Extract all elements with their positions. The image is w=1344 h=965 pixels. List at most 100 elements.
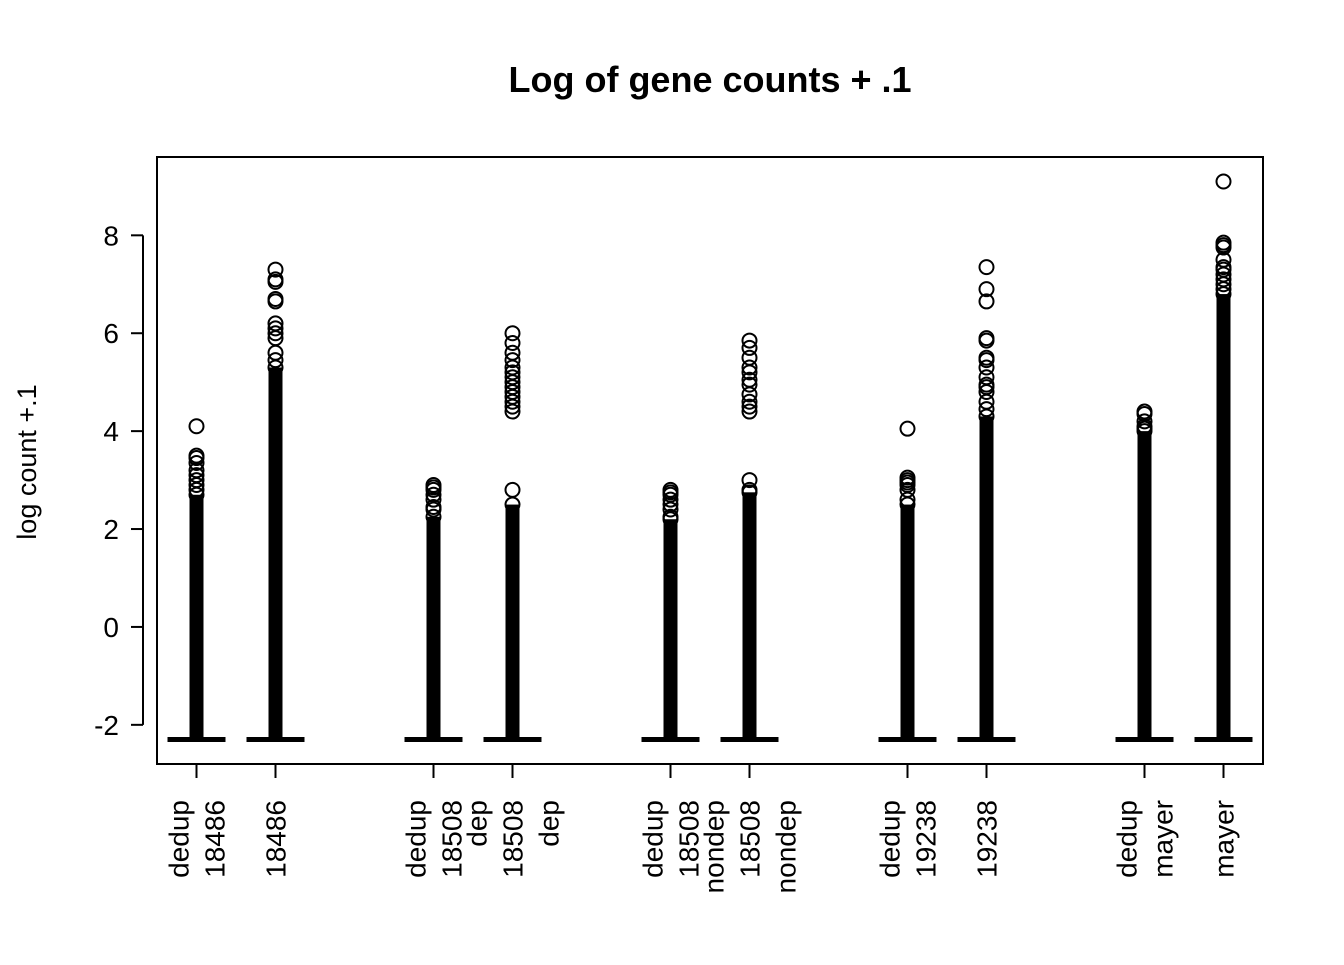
x-tick-label: mayer <box>1209 800 1240 878</box>
outlier-point <box>504 325 521 342</box>
outlier-column <box>1137 431 1152 742</box>
y-tick-label: 4 <box>103 416 119 447</box>
x-tick-label: 19238 <box>972 800 1003 878</box>
outlier-column <box>663 519 678 742</box>
outlier-point <box>267 273 284 290</box>
outlier-point <box>504 496 521 513</box>
outlier-point <box>504 481 521 498</box>
outlier-point <box>899 491 916 508</box>
boxplot-series <box>167 173 1253 743</box>
y-tick-label: -2 <box>94 710 119 741</box>
outlier-point <box>978 401 995 418</box>
outlier-point <box>741 393 758 410</box>
outlier-point <box>741 386 758 403</box>
outlier-point <box>978 332 995 349</box>
outlier-point <box>425 481 442 498</box>
outlier-point <box>978 259 995 276</box>
outlier-point <box>899 496 916 513</box>
box-group <box>167 418 226 743</box>
outlier-point <box>425 491 442 508</box>
outlier-point <box>741 398 758 415</box>
outlier-point <box>425 508 442 525</box>
box-group <box>1194 173 1253 743</box>
outlier-point <box>504 393 521 410</box>
outlier-point <box>662 501 679 518</box>
outlier-point <box>741 484 758 501</box>
box-group <box>641 481 700 743</box>
box-group <box>1115 403 1174 743</box>
y-tick-label: 8 <box>103 220 119 251</box>
y-axis: -2 0 2 4 6 8 <box>94 220 144 741</box>
outlier-point <box>978 352 995 369</box>
outlier-column <box>505 504 520 742</box>
outlier-point <box>188 486 205 503</box>
outlier-point <box>1215 286 1232 303</box>
x-tick-label: 18508 <box>437 800 468 878</box>
plot-frame <box>156 156 1264 765</box>
outlier-point <box>899 420 916 437</box>
outlier-column <box>268 367 283 742</box>
outlier-point <box>741 364 758 381</box>
outlier-column <box>742 492 757 742</box>
outlier-column <box>979 416 994 742</box>
box-group <box>246 261 305 743</box>
outlier-point <box>267 320 284 337</box>
outlier-point <box>662 511 679 528</box>
outlier-point <box>1136 423 1153 440</box>
outlier-point <box>741 376 758 393</box>
y-tick-label: 2 <box>103 514 119 545</box>
outlier-point <box>978 281 995 298</box>
outlier-column <box>426 516 441 742</box>
outlier-point <box>1136 413 1153 430</box>
outlier-point <box>978 293 995 310</box>
outlier-point <box>504 398 521 415</box>
x-tick-label: mayer <box>1148 800 1179 878</box>
outlier-column <box>189 494 204 742</box>
x-tick-label: dedup <box>164 800 195 878</box>
outlier-column <box>900 504 915 742</box>
outlier-point <box>188 481 205 498</box>
outlier-point <box>267 293 284 310</box>
outlier-point <box>267 352 284 369</box>
outlier-point <box>978 383 995 400</box>
x-tick-label: 18508 <box>735 800 766 878</box>
outlier-point <box>188 476 205 493</box>
outlier-point <box>1215 281 1232 298</box>
y-axis-label: log count +.1 <box>12 384 42 539</box>
outlier-point <box>1215 173 1232 190</box>
outlier-point <box>1215 239 1232 256</box>
outlier-point <box>741 339 758 356</box>
x-tick-label: 18508 <box>498 800 529 878</box>
y-tick-label: 0 <box>103 612 119 643</box>
x-tick-label: 18486 <box>200 800 231 878</box>
box-group <box>404 476 463 743</box>
outlier-column <box>1216 294 1231 742</box>
outlier-point <box>741 359 758 376</box>
outlier-point <box>267 261 284 278</box>
outlier-point <box>741 332 758 349</box>
x-tick-label: nondep <box>771 800 802 893</box>
outlier-point <box>978 408 995 425</box>
x-tick-label: 18486 <box>261 800 292 878</box>
outlier-point <box>188 418 205 435</box>
outlier-point <box>978 359 995 376</box>
x-tick-label: nondep <box>699 800 730 893</box>
outlier-point <box>662 491 679 508</box>
outlier-point <box>1215 276 1232 293</box>
x-tick-label: dedup <box>1112 800 1143 878</box>
box-group <box>720 332 779 743</box>
x-tick-label: 19238 <box>911 800 942 878</box>
outlier-point <box>741 472 758 489</box>
x-tick-label: dedup <box>401 800 432 878</box>
outlier-point <box>504 335 521 352</box>
x-tick-label: dedup <box>638 800 669 878</box>
chart-title: Log of gene counts + .1 <box>508 59 911 100</box>
x-tick-label: dep <box>462 800 493 847</box>
outlier-point <box>267 325 284 342</box>
y-tick-label: 6 <box>103 318 119 349</box>
outlier-point <box>504 403 521 420</box>
outlier-point <box>504 352 521 369</box>
